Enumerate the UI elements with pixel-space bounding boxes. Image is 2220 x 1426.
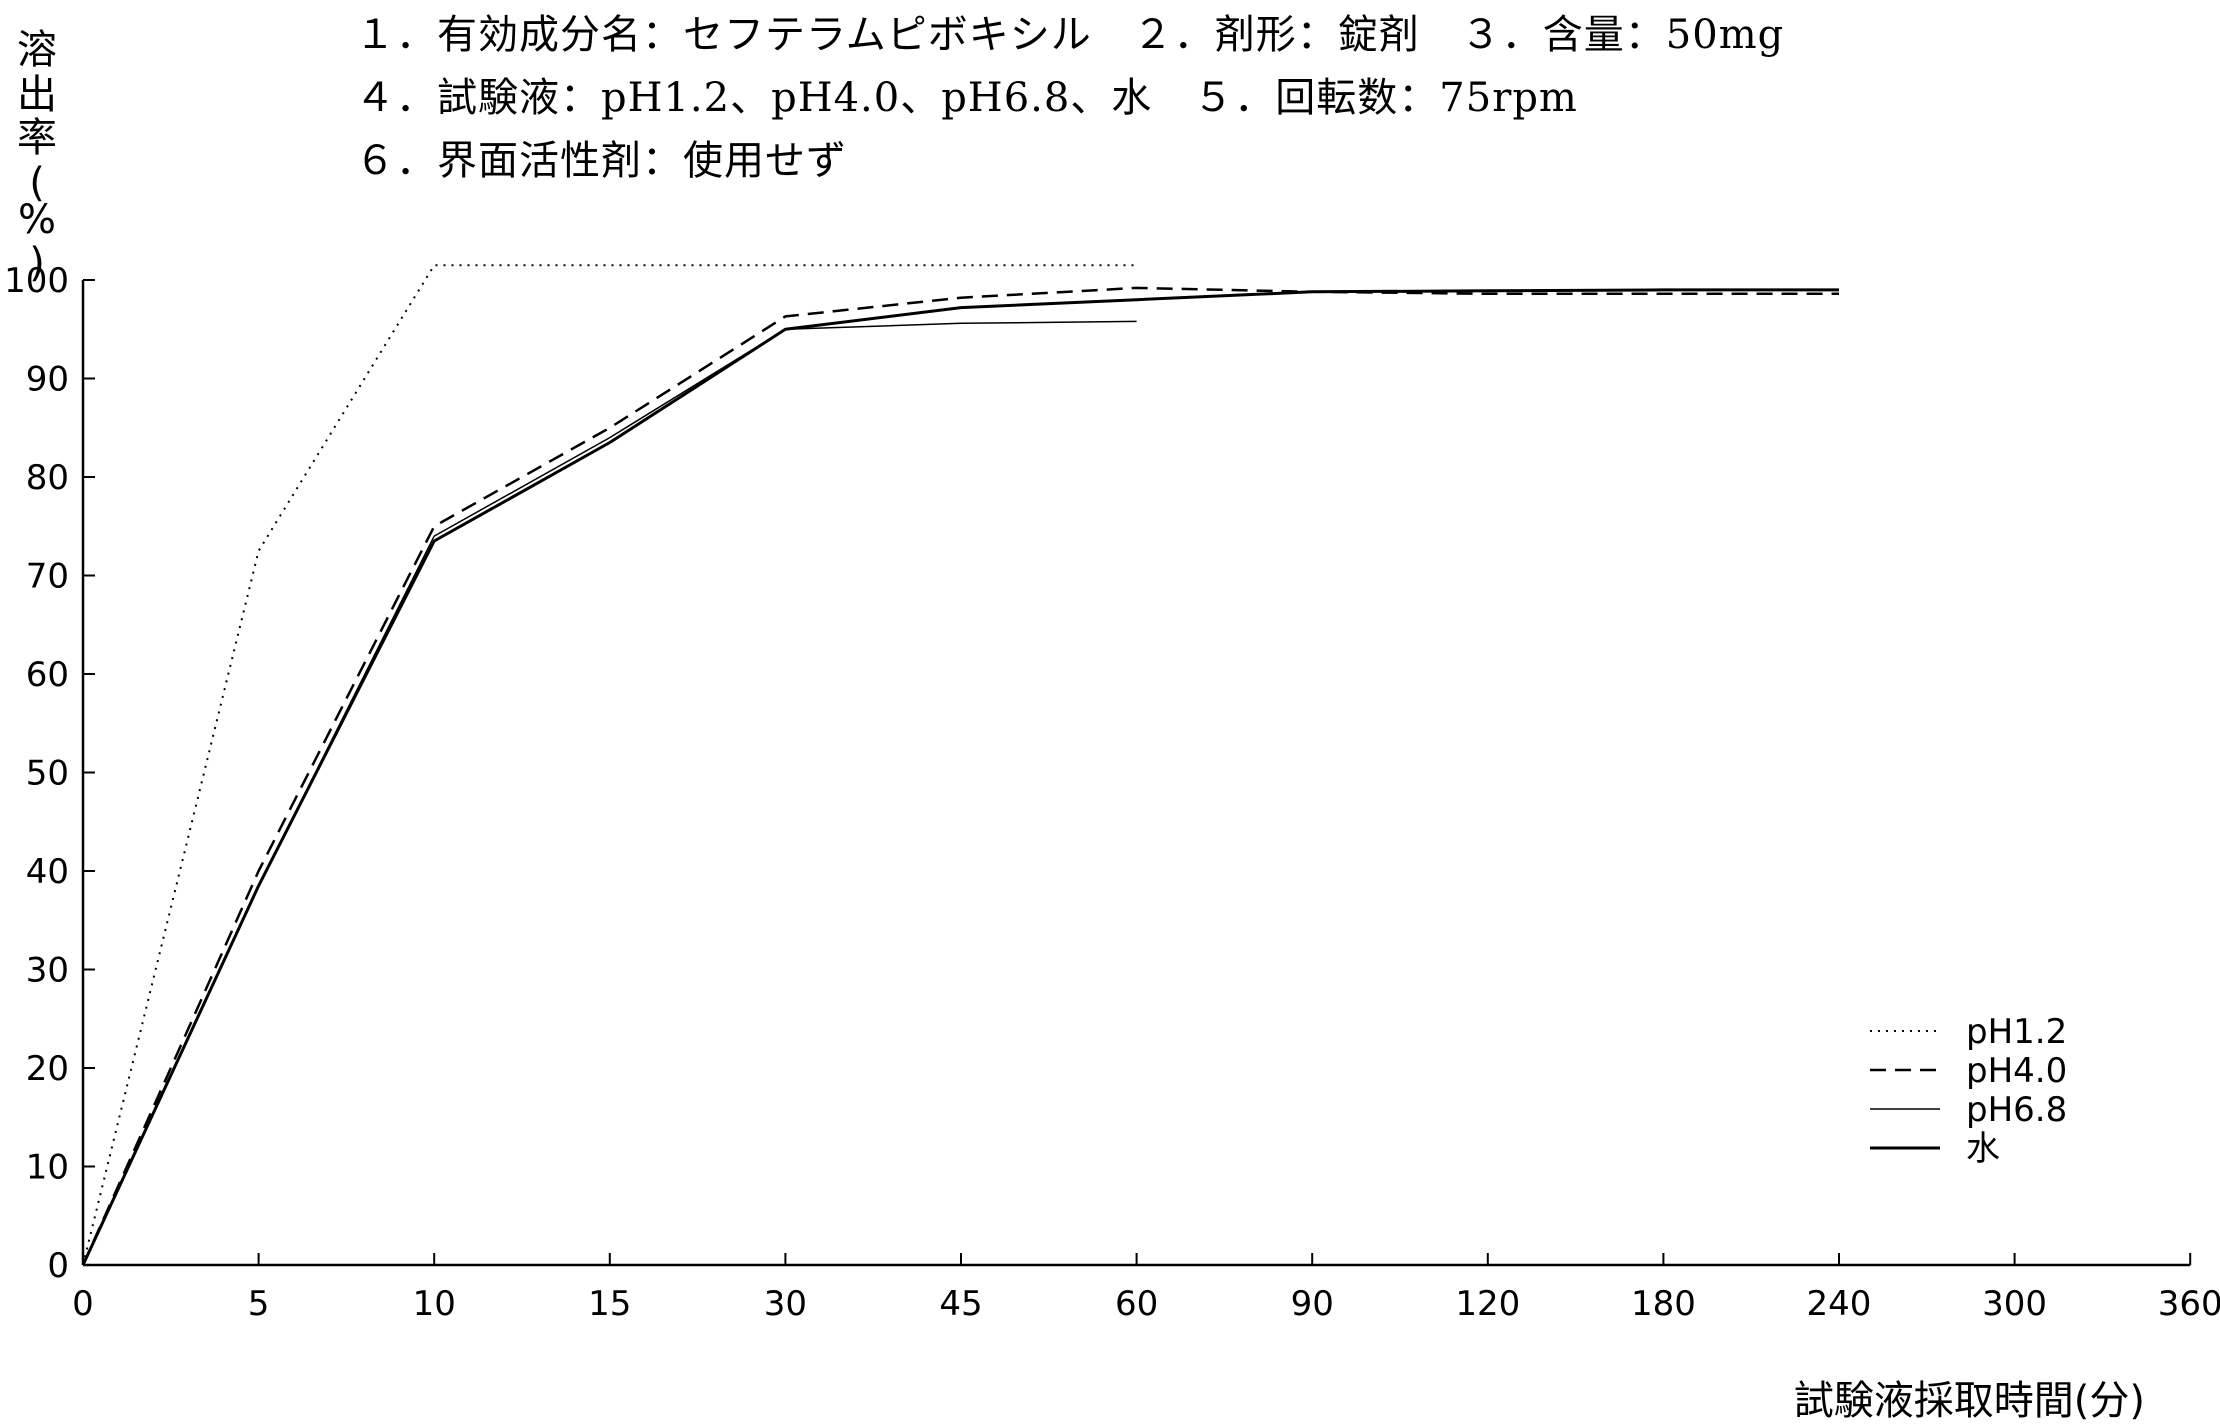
y-axis-label-char: 出 [17,72,57,118]
x-tick-label: 360 [2158,1284,2220,1324]
y-axis-label-char: ) [29,240,45,286]
y-axis-label-char: 率 [17,115,57,161]
x-axis-label: 試験液採取時間(分) [1793,1378,2145,1424]
x-tick-label: 10 [413,1284,456,1324]
x-tick-label: 45 [939,1284,982,1324]
y-axis-label-char: ( [29,160,45,206]
x-tick-label: 30 [764,1284,807,1324]
info-line-2: ４．試験液：pH1.2、pH4.0、pH6.8、水 ５．回転数：75rpm [355,75,1578,121]
y-tick-label: 10 [26,1148,69,1188]
y-tick-label: 40 [26,852,69,892]
y-axis-label-char: % [17,197,56,243]
info-line-3: ６．界面活性剤：使用せず [355,138,847,184]
series-line-pH6.8 [82,320,1137,1266]
x-tick-label: 180 [1631,1284,1696,1324]
legend-label-pH6.8: pH6.8 [1966,1090,2067,1130]
y-tick-label: 0 [47,1246,69,1286]
series-line-pH1.2 [82,264,1137,1266]
y-tick-label: 80 [26,458,69,498]
x-tick-label: 120 [1455,1284,1520,1324]
series-line-水 [81,288,1839,1266]
x-tick-label: 60 [1115,1284,1158,1324]
y-axis-label-char: 溶 [17,27,57,73]
x-tick-label: 5 [248,1284,270,1324]
info-line-1: １．有効成分名：セフテラムピボキシル ２．剤形：錠剤 ３．含量：50mg [355,12,1785,58]
x-tick-label: 15 [588,1284,631,1324]
x-tick-label: 300 [1982,1284,2047,1324]
x-tick-label: 240 [1807,1284,1872,1324]
y-tick-label: 50 [26,754,69,794]
y-tick-label: 100 [4,261,69,301]
y-tick-label: 30 [26,951,69,991]
axes: 0 10 20 30 40 50 60 70 80 90 100 0 5 10 15 30 45 60 90 120 1… [4,261,2220,1324]
x-tick-label: 0 [72,1284,94,1324]
y-tick-label: 60 [26,655,69,695]
legend-label-pH4.0: pH4.0 [1966,1051,2067,1091]
series-line-pH4.0 [81,286,1839,1266]
legend-label-pH1.2: pH1.2 [1966,1012,2067,1052]
y-tick-label: 20 [26,1049,69,1089]
y-tick-label: 70 [26,557,69,597]
x-tick-label: 90 [1291,1284,1334,1324]
series-layer [81,264,1839,1266]
legend-label-水: 水 [1966,1129,2000,1169]
y-tick-label: 90 [26,360,69,400]
